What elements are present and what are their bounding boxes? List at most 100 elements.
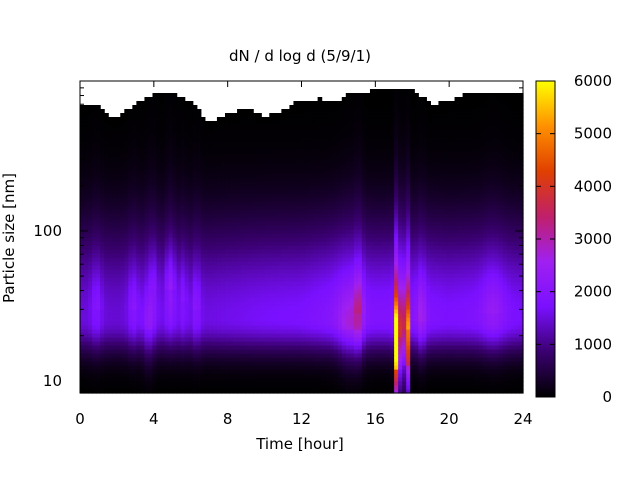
heatmap-cell (108, 257, 113, 262)
heatmap-cell (349, 249, 355, 254)
heatmap-cell (253, 313, 258, 318)
heatmap-cell (188, 145, 194, 150)
heatmap-cell (305, 317, 311, 322)
heatmap-cell (92, 361, 97, 366)
heatmap-cell (104, 249, 109, 254)
heatmap-cell (84, 373, 89, 378)
heatmap-cell (261, 321, 266, 326)
heatmap-cell (224, 337, 230, 342)
heatmap-cell (204, 293, 210, 298)
heatmap-cell (104, 245, 109, 250)
heatmap-cell (317, 241, 323, 246)
heatmap-cell (164, 341, 170, 346)
heatmap-cell (148, 165, 154, 170)
heatmap-cell (245, 353, 250, 358)
heatmap-cell (188, 353, 194, 358)
heatmap-cell (297, 325, 303, 330)
heatmap-cell (208, 305, 214, 310)
heatmap-cell (188, 369, 194, 374)
heatmap-cell (200, 217, 206, 222)
heatmap-cell (100, 229, 105, 234)
heatmap-cell (269, 233, 274, 238)
heatmap-cell (257, 161, 262, 166)
heatmap-cell (325, 345, 331, 350)
heatmap-cell (112, 229, 117, 234)
heatmap-cell (184, 257, 190, 262)
heatmap-cell (329, 117, 335, 122)
heatmap-cell (204, 185, 210, 190)
heatmap-cell (249, 197, 254, 202)
heatmap-cell (345, 153, 351, 158)
heatmap-cell (132, 325, 137, 330)
heatmap-cell (313, 257, 319, 262)
heatmap-cell (289, 329, 295, 334)
heatmap-cell (144, 281, 150, 286)
heatmap-cell (293, 165, 299, 170)
heatmap-cell (353, 241, 359, 246)
heatmap-cell (249, 281, 254, 286)
heatmap-cell (341, 385, 347, 390)
heatmap-cell (233, 153, 238, 158)
heatmap-cell (88, 305, 93, 310)
heatmap-cell (253, 221, 258, 226)
heatmap-cell (309, 253, 315, 258)
heatmap-cell (156, 373, 162, 378)
heatmap-cell (96, 261, 101, 266)
heatmap-cell (216, 225, 222, 230)
heatmap-cell (172, 165, 178, 170)
heatmap-cell (168, 245, 174, 250)
heatmap-cell (321, 301, 327, 306)
heatmap-cell (140, 133, 146, 138)
heatmap-cell (148, 137, 154, 142)
heatmap-cell (116, 149, 121, 154)
heatmap-cell (220, 309, 226, 314)
heatmap-cell (192, 109, 198, 114)
heatmap-cell (80, 153, 85, 158)
heatmap-cell (281, 201, 286, 206)
heatmap-cell (92, 297, 97, 302)
heatmap-cell (305, 109, 311, 114)
heatmap-cell (233, 281, 238, 286)
heatmap-cell (212, 121, 218, 126)
heatmap-cell (329, 329, 335, 334)
heatmap-cell (349, 145, 355, 150)
heatmap-cell (212, 177, 218, 182)
heatmap-cell (245, 137, 250, 142)
heatmap-cell (80, 297, 85, 302)
heatmap-cell (349, 149, 355, 154)
heatmap-cell (220, 205, 226, 210)
heatmap-cell (313, 329, 319, 334)
heatmap-cell (96, 165, 101, 170)
heatmap-cell (140, 189, 146, 194)
heatmap-cell (249, 201, 254, 206)
heatmap-cell (116, 213, 121, 218)
heatmap-cell (84, 201, 89, 206)
heatmap-cell (176, 213, 182, 218)
heatmap-cell (216, 269, 222, 274)
heatmap-cell (88, 249, 93, 254)
heatmap-cell (96, 105, 101, 110)
heatmap-cell (229, 125, 234, 130)
heatmap-cell (289, 325, 295, 330)
heatmap-cell (136, 169, 142, 174)
heatmap-cell (84, 305, 89, 310)
heatmap-cell (216, 349, 222, 354)
heatmap-cell (140, 233, 146, 238)
heatmap-cell (184, 285, 190, 290)
heatmap-cell (132, 149, 137, 154)
heatmap-cell (233, 333, 238, 338)
heatmap-cell (220, 225, 226, 230)
heatmap-cell (96, 313, 101, 318)
heatmap-cell (269, 137, 274, 142)
heatmap-cell (233, 245, 238, 250)
heatmap-cell (164, 189, 170, 194)
heatmap-cell (160, 309, 166, 314)
heatmap-cell (124, 229, 129, 234)
heatmap-cell (305, 309, 311, 314)
heatmap-cell (84, 245, 89, 250)
heatmap-cell (277, 389, 282, 394)
heatmap-cell (305, 237, 311, 242)
heatmap-cell (357, 305, 363, 310)
heatmap-cell (337, 289, 343, 294)
heatmap-cell (293, 281, 299, 286)
